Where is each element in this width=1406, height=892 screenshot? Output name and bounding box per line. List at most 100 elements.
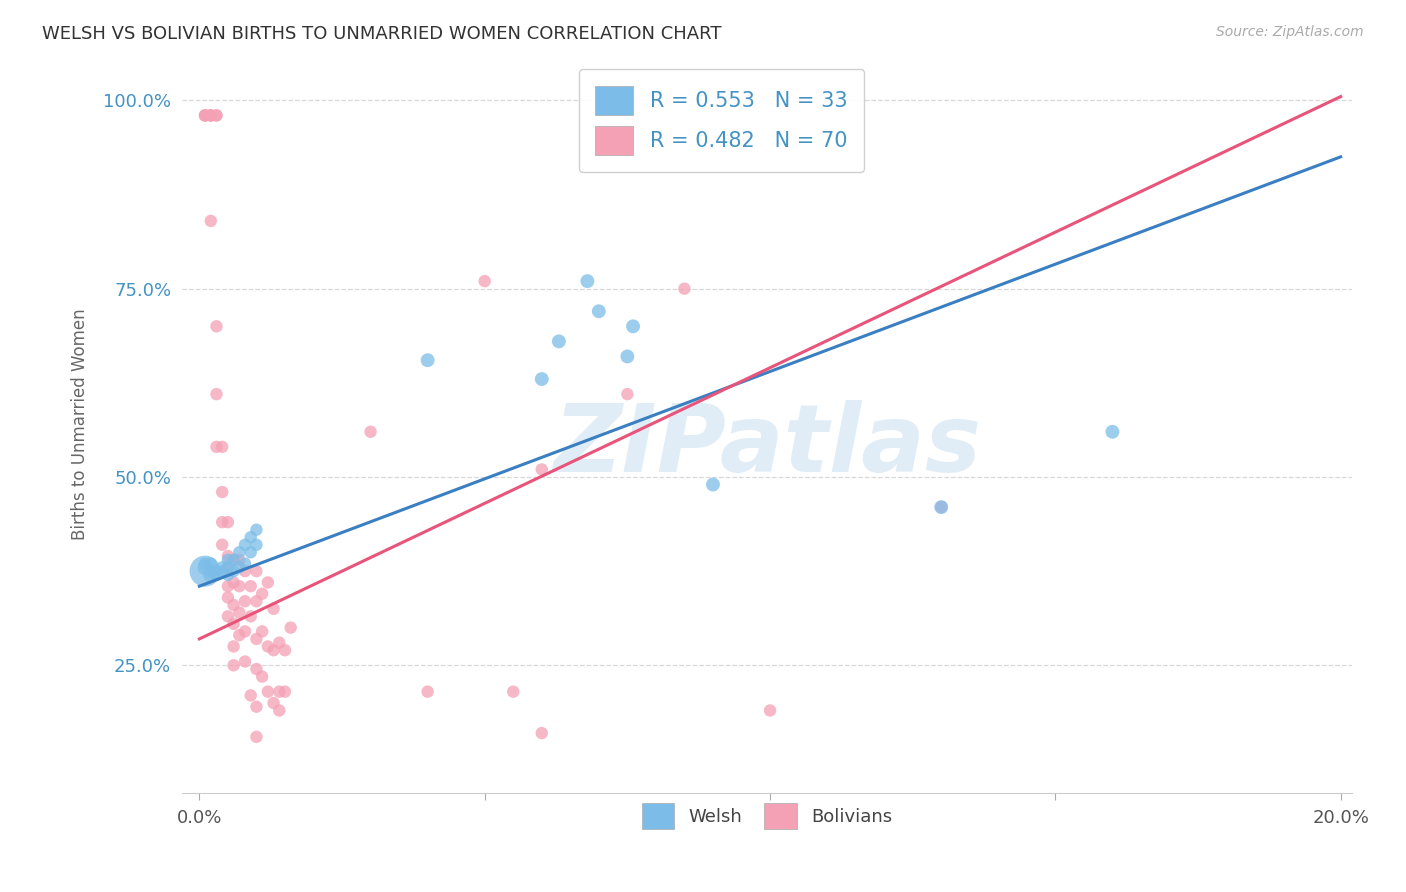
Point [616,350,638,364]
Point [200,564,222,578]
Point [205,564,228,578]
Point [222,616,245,631]
Point [250,670,273,684]
Point [245,632,267,646]
Point [616,387,638,401]
Point [233,594,256,608]
Point [217,560,239,574]
Point [217,609,239,624]
Text: WELSH VS BOLIVIAN BIRTHS TO UNMARRIED WOMEN CORRELATION CHART: WELSH VS BOLIVIAN BIRTHS TO UNMARRIED WO… [42,25,721,43]
Point [929,500,952,515]
Point [211,560,233,574]
Point [263,643,285,657]
Point [245,523,267,537]
Point [929,500,952,515]
Point [211,564,233,578]
Point [228,606,250,620]
Point [474,274,496,288]
Point [205,319,228,334]
Point [263,696,285,710]
Point [245,594,267,608]
Point [502,684,524,698]
Point [547,334,569,349]
Point [217,579,239,593]
Point [1101,425,1123,439]
Point [239,530,262,544]
Point [239,609,262,624]
Point [233,564,256,578]
Point [222,553,245,567]
Point [250,587,273,601]
Point [200,214,222,228]
Point [200,568,222,582]
Point [222,640,245,654]
Point [233,655,256,669]
Point [245,538,267,552]
Point [228,545,250,559]
Point [194,557,217,571]
Point [205,108,228,122]
Point [211,515,233,529]
Point [416,353,439,368]
Point [194,560,217,574]
Point [211,440,233,454]
Point [576,274,599,288]
Point [205,440,228,454]
Point [217,553,239,567]
Point [530,372,553,386]
Point [228,560,250,574]
Point [269,636,291,650]
Point [256,640,278,654]
Point [194,108,217,122]
Point [759,704,782,718]
Point [416,684,439,698]
Point [239,579,262,593]
Point [588,304,610,318]
Point [211,485,233,500]
Point [222,564,245,578]
Point [205,387,228,401]
Point [200,108,222,122]
Point [228,553,250,567]
Point [360,425,382,439]
Point [228,628,250,642]
Point [239,689,262,703]
Point [256,575,278,590]
Point [269,684,291,698]
Point [194,108,217,122]
Point [621,319,644,334]
Point [217,515,239,529]
Point [256,684,278,698]
Point [233,538,256,552]
Point [245,699,267,714]
Y-axis label: Births to Unmarried Women: Births to Unmarried Women [72,309,89,540]
Legend: Welsh, Bolivians: Welsh, Bolivians [634,796,900,836]
Text: ZIPatlas: ZIPatlas [553,401,981,492]
Point [274,643,297,657]
Point [222,598,245,612]
Point [673,282,696,296]
Text: Source: ZipAtlas.com: Source: ZipAtlas.com [1216,25,1364,39]
Point [274,684,297,698]
Point [222,553,245,567]
Point [530,462,553,476]
Point [222,575,245,590]
Point [228,579,250,593]
Point [239,545,262,559]
Point [263,602,285,616]
Point [217,591,239,605]
Point [217,549,239,563]
Point [205,568,228,582]
Point [245,730,267,744]
Point [280,621,302,635]
Point [194,108,217,122]
Point [211,538,233,552]
Point [200,108,222,122]
Point [530,726,553,740]
Point [217,568,239,582]
Point [200,108,222,122]
Point [702,477,724,491]
Point [245,662,267,676]
Point [205,108,228,122]
Point [217,560,239,574]
